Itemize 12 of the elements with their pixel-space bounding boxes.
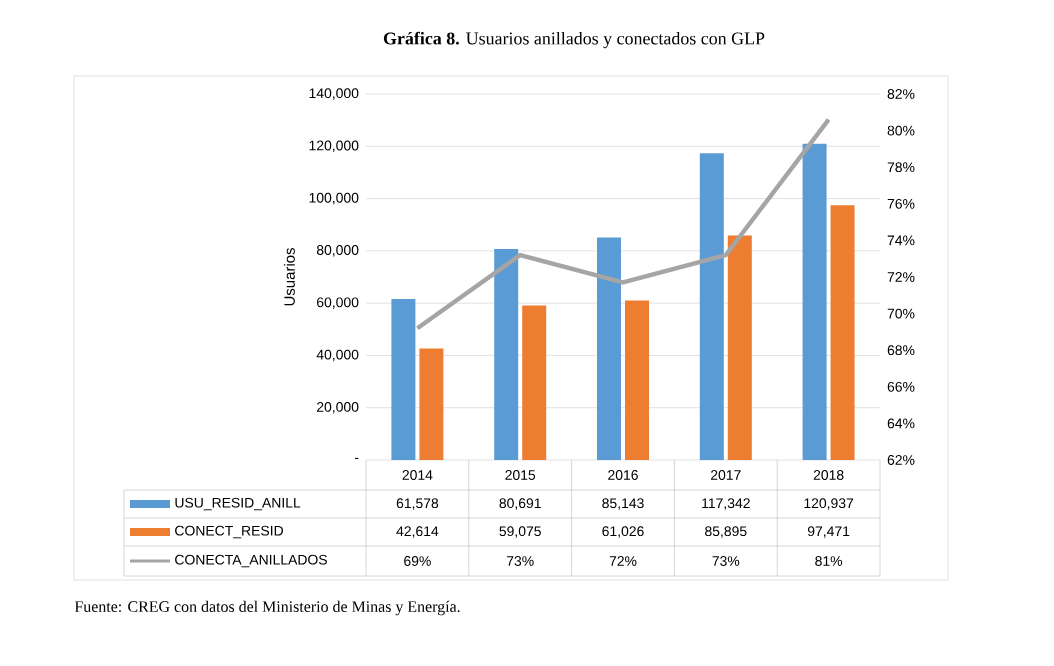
bar	[419, 348, 444, 460]
bar	[727, 235, 752, 460]
line-series	[415, 117, 831, 331]
bar	[830, 205, 855, 460]
bar	[699, 153, 724, 460]
bar	[522, 305, 547, 460]
bar	[494, 249, 519, 460]
bar	[391, 299, 416, 460]
bar	[625, 300, 649, 460]
bar	[802, 143, 827, 460]
chart-title: Gráfica 8. Usuarios anillados y conectados con GLP	[383, 31, 765, 49]
bar	[597, 237, 621, 460]
